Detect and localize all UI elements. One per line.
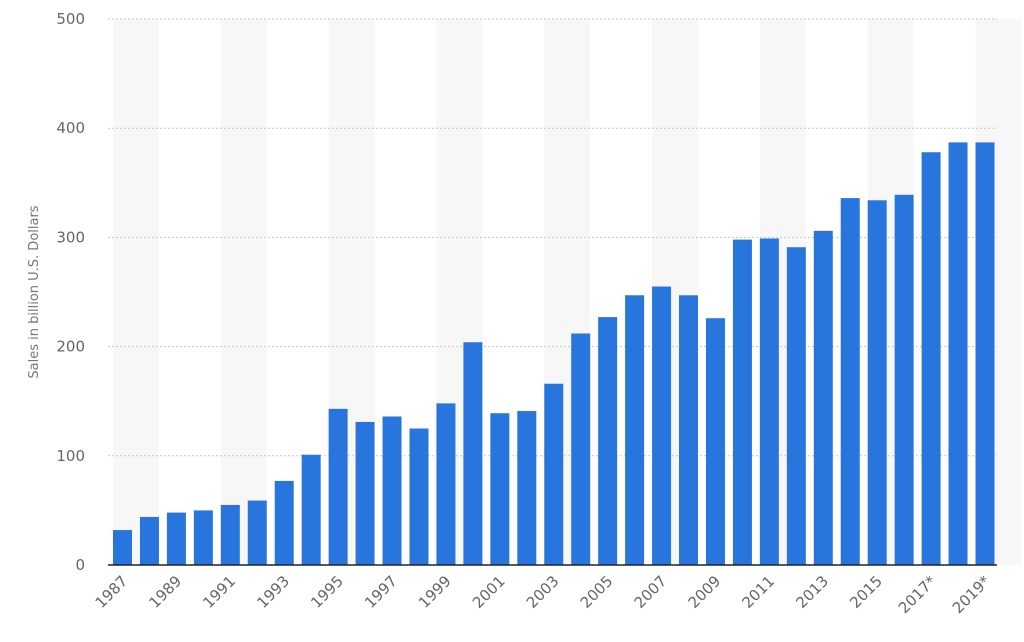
bar-1991 xyxy=(220,504,240,565)
bar-2001 xyxy=(490,413,510,565)
x-tick-label: 1987 xyxy=(92,572,132,612)
x-tick-label: 2011 xyxy=(738,572,778,612)
bar-1996 xyxy=(355,421,375,565)
bar-1990 xyxy=(193,510,213,565)
bar-1995 xyxy=(328,408,348,565)
bar-2002 xyxy=(517,411,537,565)
bar-1989 xyxy=(166,512,186,565)
x-tick-label: 1997 xyxy=(361,572,401,612)
bar-1999 xyxy=(436,403,456,565)
x-tick-label: 2017* xyxy=(895,572,940,617)
bar-2014 xyxy=(840,198,860,565)
bar-2000 xyxy=(463,342,483,565)
y-tick-label: 500 xyxy=(56,10,85,28)
bar-2003 xyxy=(544,383,564,565)
bar-2012 xyxy=(786,247,806,565)
bar-1998 xyxy=(409,428,429,565)
bar-2004 xyxy=(571,333,591,565)
bar-1992 xyxy=(247,500,267,565)
bar-2017 xyxy=(921,152,941,565)
x-tick-label: 2015 xyxy=(846,572,886,612)
y-tick-label: 300 xyxy=(56,228,85,246)
bar-2007 xyxy=(652,286,672,565)
y-tick-label: 200 xyxy=(56,338,85,356)
x-tick-label: 2007 xyxy=(631,572,671,612)
bar-2006 xyxy=(625,295,645,565)
bar-1988 xyxy=(139,516,159,565)
x-tick-label: 2003 xyxy=(523,572,563,612)
bar-2009 xyxy=(705,318,725,565)
x-tick-label: 2005 xyxy=(577,572,617,612)
bar-2018 xyxy=(948,142,968,565)
x-tick-label: 1995 xyxy=(307,572,347,612)
bar-2010 xyxy=(732,239,752,566)
bar-1993 xyxy=(274,480,294,565)
bar-1994 xyxy=(301,454,321,565)
y-tick-label: 100 xyxy=(56,447,85,465)
x-tick-label: 1999 xyxy=(415,572,455,612)
x-tick-label: 1991 xyxy=(199,572,239,612)
bar-2016 xyxy=(894,194,914,565)
x-tick-label: 1989 xyxy=(146,572,186,612)
background-band xyxy=(220,19,267,565)
x-tick-label: 2019* xyxy=(949,572,994,617)
bar-2011 xyxy=(759,238,779,565)
x-tick-label: 2013 xyxy=(792,572,832,612)
bar-2008 xyxy=(679,295,699,565)
x-tick-label: 1993 xyxy=(253,572,293,612)
y-tick-label: 400 xyxy=(56,119,85,137)
bar-1997 xyxy=(382,416,402,565)
y-tick-label: 0 xyxy=(75,556,85,574)
bar-2015 xyxy=(867,200,887,565)
bar-1987 xyxy=(113,530,132,565)
y-axis-label: Sales in billion U.S. Dollars xyxy=(27,205,42,378)
bar-2013 xyxy=(813,230,833,565)
background-band xyxy=(113,19,159,565)
bar-2005 xyxy=(598,317,618,565)
x-tick-label: 2001 xyxy=(469,572,509,612)
bar-2019 xyxy=(975,142,995,565)
x-tick-label: 2009 xyxy=(685,572,725,612)
